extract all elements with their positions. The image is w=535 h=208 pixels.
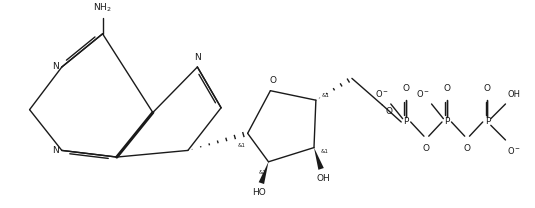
Text: NH$_2$: NH$_2$: [93, 1, 112, 14]
Text: &1: &1: [320, 150, 328, 155]
Text: P: P: [485, 118, 490, 126]
Text: O: O: [484, 84, 491, 93]
Text: N: N: [52, 62, 59, 72]
Polygon shape: [259, 162, 269, 184]
Text: &1: &1: [238, 143, 246, 148]
Text: O: O: [385, 107, 392, 116]
Text: O$^-$: O$^-$: [507, 145, 522, 156]
Text: &1: &1: [259, 170, 266, 175]
Text: P: P: [444, 118, 449, 126]
Text: N: N: [194, 53, 201, 62]
Text: N: N: [52, 146, 59, 155]
Text: O$^-$: O$^-$: [416, 88, 430, 99]
Text: P: P: [403, 118, 409, 126]
Text: O: O: [423, 144, 430, 153]
Text: O$^-$: O$^-$: [374, 88, 389, 99]
Text: OH: OH: [317, 174, 330, 183]
Text: O: O: [269, 76, 276, 85]
Text: O: O: [443, 84, 450, 93]
Text: O: O: [464, 144, 471, 153]
Text: OH: OH: [507, 90, 521, 99]
Polygon shape: [314, 148, 324, 170]
Text: &1: &1: [322, 93, 330, 98]
Text: HO: HO: [252, 188, 266, 197]
Text: O: O: [402, 84, 409, 93]
